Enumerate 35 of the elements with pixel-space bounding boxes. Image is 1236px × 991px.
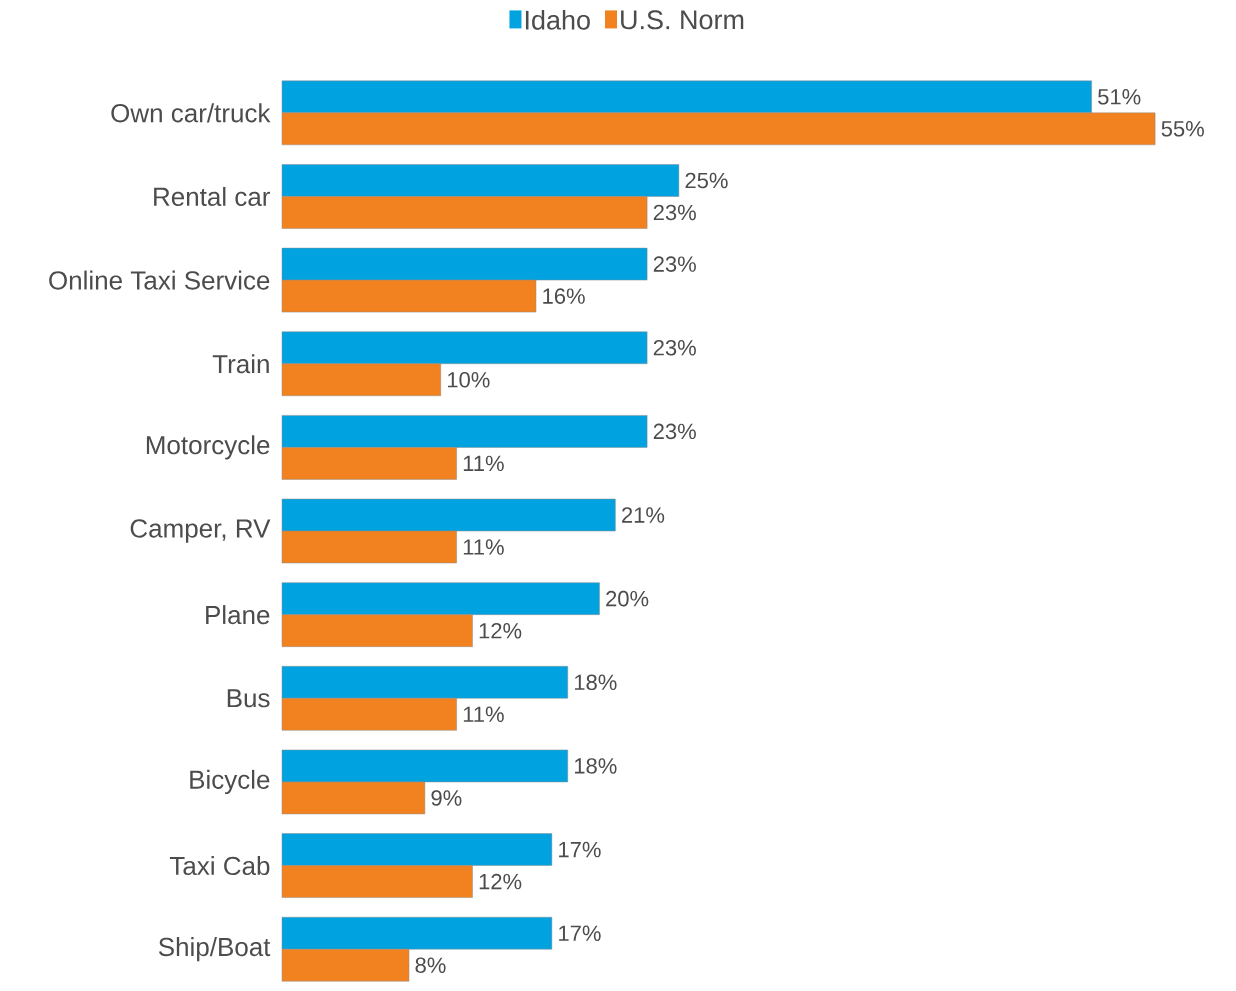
- y-tick-label: Plane: [206, 605, 270, 625]
- data-label: 18%: [574, 674, 617, 691]
- y-tick-label: Bicycle: [190, 769, 270, 795]
- data-label: 11%: [463, 539, 504, 555]
- data-label: 11%: [463, 706, 504, 722]
- data-label: 17%: [559, 925, 601, 941]
- y-tick-label: Motorcycle: [146, 435, 270, 460]
- data-label: 18%: [574, 758, 617, 774]
- y-tick-label: Bus: [227, 689, 270, 708]
- data-label: 11%: [463, 455, 504, 472]
- y-tick-label: Train: [212, 354, 269, 374]
- data-label: 20%: [606, 590, 649, 607]
- data-label: 16%: [543, 288, 585, 304]
- y-tick-label: Own car/truck: [111, 103, 271, 123]
- data-label: 12%: [479, 622, 522, 639]
- y-tick-label: Online Taxi Service: [49, 270, 270, 290]
- data-label: 17%: [559, 841, 601, 858]
- data-label: 23%: [653, 204, 696, 221]
- y-tick-label: Taxi Cab: [169, 856, 270, 876]
- data-label: 9%: [431, 790, 462, 806]
- data-label: 21%: [622, 507, 665, 523]
- legend-label: Idaho: [525, 9, 590, 30]
- data-label: 55%: [1161, 121, 1204, 137]
- data-label: 51%: [1098, 89, 1141, 105]
- data-label: 25%: [685, 172, 728, 189]
- y-tick-label: Ship/Boat: [158, 937, 271, 962]
- data-label: 8%: [415, 957, 446, 973]
- data-label: 23%: [653, 423, 696, 440]
- legend-label: U.S. Norm: [621, 10, 744, 30]
- data-label: 23%: [653, 256, 696, 272]
- data-label: 23%: [653, 339, 696, 356]
- data-label: 10%: [447, 371, 490, 388]
- y-tick-label: Camper, RV: [130, 519, 271, 543]
- data-label: 12%: [479, 873, 522, 890]
- y-tick-label: Rental car: [154, 186, 271, 207]
